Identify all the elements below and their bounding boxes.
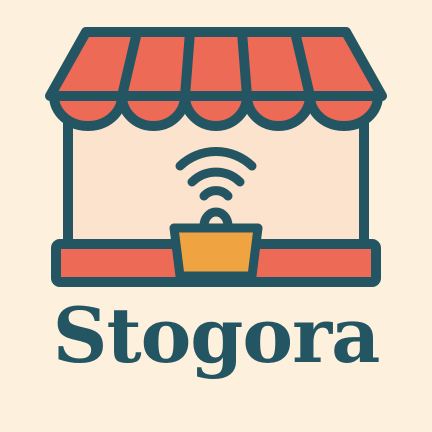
awning-scallops [49,91,383,131]
brand-name: Stogora [52,291,381,380]
awning-stripes [117,27,315,101]
awning [45,27,387,101]
shopping-basket-icon [169,207,263,281]
wifi-signal-icon [175,147,257,201]
